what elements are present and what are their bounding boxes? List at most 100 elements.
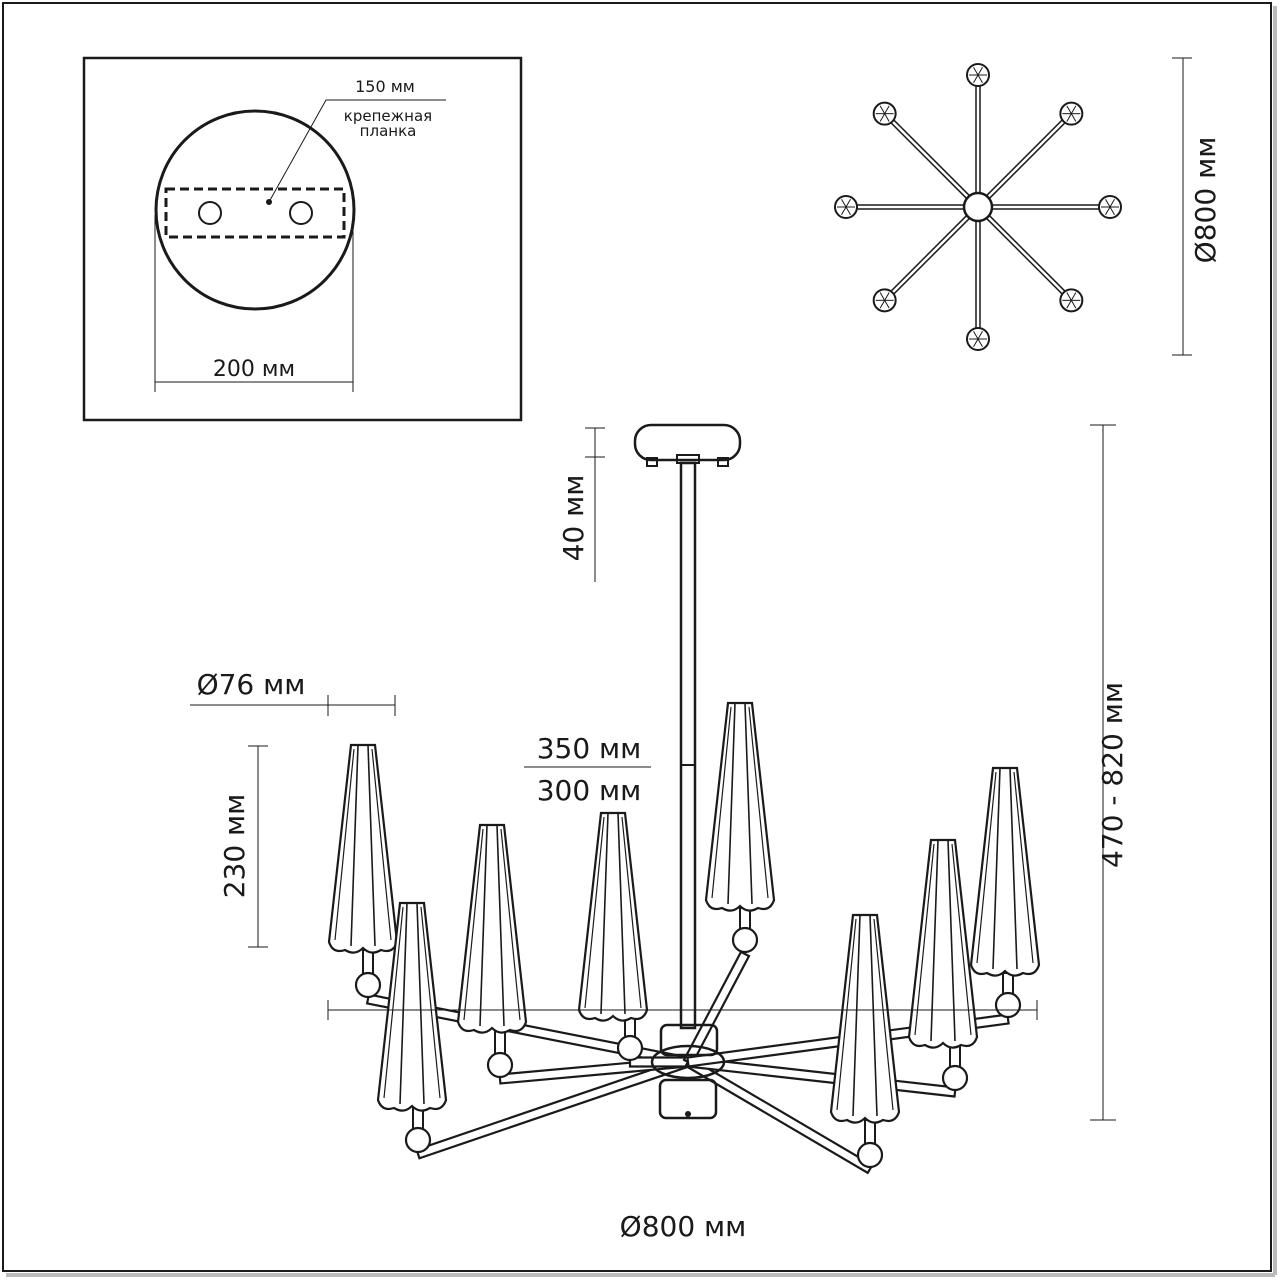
topview-shade-rib: [1109, 206, 1115, 216]
shade-fold: [976, 771, 997, 964]
total-height-label: 470 - 820 мм: [1096, 682, 1129, 868]
shade-assembly: [969, 766, 1041, 1019]
total-diameter-label: Ø800 мм: [620, 1210, 747, 1243]
shade-assembly: [327, 743, 399, 999]
topview-hub: [962, 191, 994, 223]
topview-arm-edge: [885, 111, 980, 207]
bracket-label-line2: планка: [360, 122, 417, 140]
topview-diameter-label: Ø800 мм: [1189, 137, 1222, 264]
shade-assembly: [907, 838, 979, 1092]
canopy: [633, 423, 742, 462]
lamp-shade: [456, 823, 528, 1034]
topview-shade-rib: [977, 330, 983, 340]
topview-shade-rib: [879, 113, 886, 122]
topview-shade-rib: [841, 206, 847, 216]
topview-arm-edge: [978, 205, 1074, 300]
topview-shade-rib: [879, 300, 886, 309]
shade-fold: [873, 918, 894, 1111]
shade-stem: [864, 1119, 876, 1146]
shade-fold: [951, 843, 972, 1036]
shade-fold: [1009, 767, 1018, 970]
shade-assembly: [376, 901, 448, 1154]
arm: [628, 1056, 690, 1068]
lamp-shade: [704, 701, 776, 912]
topview-arm-edge: [882, 205, 978, 300]
shade-assembly: [829, 913, 901, 1169]
top-view: Ø800 мм: [834, 57, 1222, 356]
shade-assembly: [456, 823, 528, 1079]
shade-fold: [869, 914, 878, 1117]
rod-length-bottom-label: 300 мм: [537, 774, 642, 807]
topview-shade-rib: [1070, 292, 1077, 301]
topview-shade-rib: [973, 338, 979, 348]
bracket-leader-line: [268, 99, 446, 203]
topview-shade-rib: [884, 105, 890, 114]
shade-fold: [727, 702, 736, 905]
lamp-shade: [829, 913, 901, 1124]
shade-fold: [744, 702, 753, 905]
shade-fold: [463, 828, 484, 1021]
topview-arm-edge: [976, 207, 1071, 303]
topview-shade-rib: [977, 338, 983, 348]
hub-bottom: [658, 1078, 718, 1120]
shade-fold: [496, 824, 505, 1027]
topview-shade-rib: [845, 198, 851, 208]
shade-assembly: [577, 811, 649, 1062]
hub-ring: [650, 1044, 726, 1080]
shade-stem: [494, 1029, 506, 1056]
topview-shade-rib: [973, 74, 979, 84]
lamp-shade: [327, 743, 399, 954]
shade-ball: [354, 971, 382, 999]
screw-hole-left: [198, 201, 222, 225]
topview-shade-rib: [884, 292, 890, 301]
shade-fold: [621, 816, 642, 1009]
shade-fold: [479, 824, 488, 1027]
side-view: 40 мм Ø76 мм 230 мм 350 мм 300 мм 470 - …: [190, 423, 1129, 1243]
shade-fold: [367, 744, 376, 947]
shade-fold: [420, 906, 441, 1099]
shade-fold: [1013, 771, 1034, 964]
shade-fold: [600, 812, 609, 1015]
topview-shade-rib: [884, 300, 890, 309]
topview-shade-rib: [879, 292, 886, 301]
bracket-length-label: 150 мм: [355, 77, 415, 96]
shade-fold: [383, 906, 404, 1099]
topview-shade-rib: [977, 74, 983, 84]
shade-fold: [416, 902, 425, 1105]
hub-top: [659, 1023, 719, 1057]
topview-arm-edge: [882, 114, 978, 209]
mounting-bracket: [164, 187, 346, 239]
shade-fold: [399, 902, 408, 1105]
canopy-circle: [154, 109, 356, 311]
canopy-screw-right: [717, 457, 729, 467]
topview-shade-rib: [1066, 292, 1072, 301]
mount-detail-frame: [82, 56, 523, 422]
shade-fold: [852, 914, 861, 1117]
bracket-label-line1: крепежная: [344, 107, 432, 125]
canopy-diameter-label: 200 мм: [213, 357, 295, 382]
canopy-height-label: 40 мм: [557, 475, 590, 562]
shade-ball: [994, 991, 1022, 1019]
lamp-shade: [907, 838, 979, 1049]
shade-stem: [1002, 972, 1014, 996]
shade-fold: [500, 828, 521, 1021]
topview-shade-rib: [977, 66, 983, 76]
shade-height-label: 230 мм: [218, 794, 251, 899]
shade-fold: [947, 839, 956, 1042]
shade-ball: [941, 1064, 969, 1092]
topview-shade-rib: [884, 113, 890, 122]
topview-shade-rib: [841, 198, 847, 208]
shade-ball: [404, 1126, 432, 1154]
topview-shade-rib: [1105, 206, 1111, 216]
shade-fold: [930, 839, 939, 1042]
shade-assembly: [704, 701, 776, 954]
shade-ball: [616, 1034, 644, 1062]
topview-arm-edge: [976, 111, 1071, 207]
topview-shade-rib: [845, 206, 851, 216]
mount-detail: 150 мм крепежная планка 200 мм: [82, 56, 523, 422]
lamp-shade: [376, 901, 448, 1112]
lamp-shade: [969, 766, 1041, 977]
